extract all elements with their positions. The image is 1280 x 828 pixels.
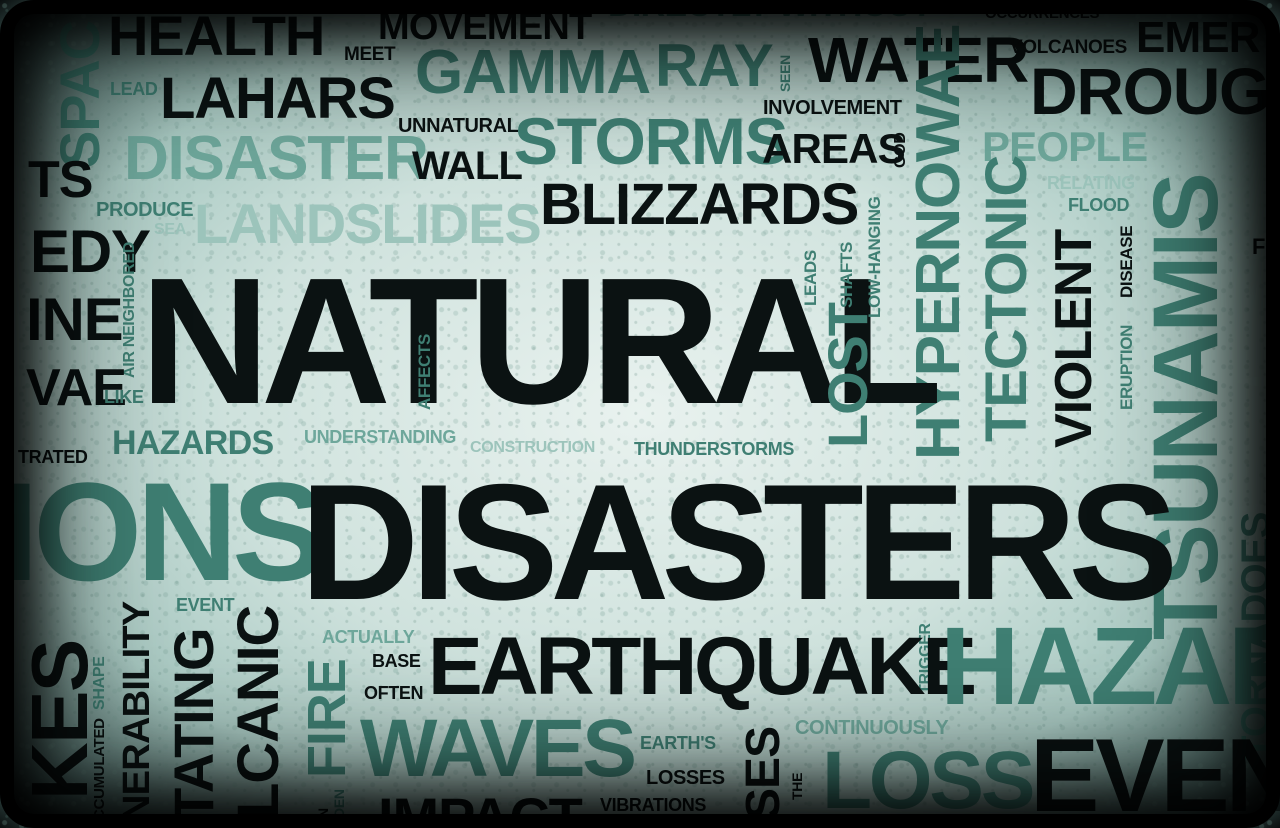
word-occurrences: OCCURRENCES <box>985 5 1100 22</box>
word-ccumulated: CCUMULATED <box>91 718 108 820</box>
word-storms: STORMS <box>514 104 789 178</box>
word-people: PEOPLE <box>982 123 1148 170</box>
word-hazards: HAZARDS <box>112 424 274 462</box>
word-spac: SPAC <box>48 21 111 168</box>
word-eruption: ERUPTION <box>1117 324 1136 410</box>
word-ses: SES <box>737 726 790 820</box>
word-understanding: UNDERSTANDING <box>304 427 456 447</box>
word-lcanic: LCANIC <box>226 605 291 818</box>
word-low-hanging: LOW-HANGING <box>865 196 884 318</box>
word-areas: AREAS <box>762 125 906 172</box>
word-den: DEN <box>331 789 347 818</box>
word-natural: NATURAL <box>140 241 942 442</box>
word-unnatural: UNNATURAL <box>398 115 519 137</box>
word-often: OFTEN <box>364 683 424 703</box>
word-continuously: CONTINUOUSLY <box>795 717 949 739</box>
word-vibrations: VIBRATIONS <box>600 795 707 815</box>
word-movement: MOVEMENT <box>378 6 592 48</box>
word-volcanoes: VOLCANOES <box>1010 37 1127 58</box>
word-hazar: HAZAR <box>940 605 1280 728</box>
word-health: HEALTH <box>108 4 325 67</box>
word-kes: KES <box>15 640 104 800</box>
word-emer: EMER <box>1136 13 1260 62</box>
word-vae: VAE <box>26 359 127 417</box>
word-fire: FIRE <box>297 659 357 778</box>
word-shape: SHAPE <box>91 656 108 710</box>
word-leads: LEADS <box>801 250 820 306</box>
word-directly-without: DIRECTLY WITHOUT <box>608 0 932 24</box>
word-trated: TRATED <box>18 447 88 467</box>
word-edy: EDY <box>30 218 151 285</box>
word-relating: RELATING <box>1047 173 1135 193</box>
word-drough: DROUGH <box>1030 54 1280 128</box>
word-nerability: NERABILITY <box>116 601 158 822</box>
word-construction: CONSTRUCTION <box>470 439 596 456</box>
word-impact: IMPACT <box>378 786 583 828</box>
word-blizzards: BLIZZARDS <box>540 172 859 237</box>
word-base: BASE <box>372 651 421 671</box>
word-disease: DISEASE <box>1117 225 1136 298</box>
word-even: EVEN <box>1030 718 1280 828</box>
word-wall: WALL <box>412 144 523 188</box>
word-actually: ACTUALLY <box>322 627 415 647</box>
word-earths: EARTH'S <box>640 733 716 753</box>
word-violent: VIOLENT <box>1045 229 1103 448</box>
word-loss: LOSS <box>822 735 1035 826</box>
word-thunderstorms: THUNDERSTORMS <box>634 439 794 459</box>
word-sea: SEA <box>154 221 186 238</box>
word-landslides: LANDSLIDES <box>194 192 542 255</box>
word-water: WATER <box>808 24 1029 96</box>
word-meet: MEET <box>344 44 396 65</box>
word-air-neighbored: AIR NEIGHBORED <box>121 242 138 378</box>
word-shafts: SHAFTS <box>837 242 856 308</box>
word-lahars: LAHARS <box>160 66 396 131</box>
word-event: EVENT <box>176 595 235 615</box>
word-affects: AFFECTS <box>415 333 434 410</box>
word-waves: WAVES <box>360 703 637 794</box>
word-produce: PRODUCE <box>96 199 194 221</box>
word-earthquake: EARTHQUAKE <box>428 621 977 712</box>
word-the: THE <box>789 772 805 800</box>
word-tectonic: TECTONIC <box>974 155 1039 442</box>
word-lead: LEAD <box>110 79 158 99</box>
word-disaster: DISASTER <box>124 124 429 193</box>
word-lost: LOST <box>816 303 879 448</box>
word-losses: LOSSES <box>646 767 725 789</box>
word-involvement: INVOLVEMENT <box>763 97 902 119</box>
word-ray: RAY <box>655 32 774 99</box>
word-ts: TS <box>28 151 93 209</box>
word-n: N <box>315 808 331 818</box>
word-disasters: DISASTERS <box>300 450 1178 634</box>
word-ions: IONS <box>0 453 325 610</box>
word-tating: TATING <box>162 628 225 822</box>
word-ine: INE <box>26 286 124 353</box>
word-seen: SEEN <box>777 54 793 92</box>
word-flood: FLOOD <box>1068 195 1130 215</box>
word-f: F <box>1252 234 1265 259</box>
word-like: LIKE <box>104 387 144 407</box>
word-gamma: GAMMA <box>415 38 651 107</box>
